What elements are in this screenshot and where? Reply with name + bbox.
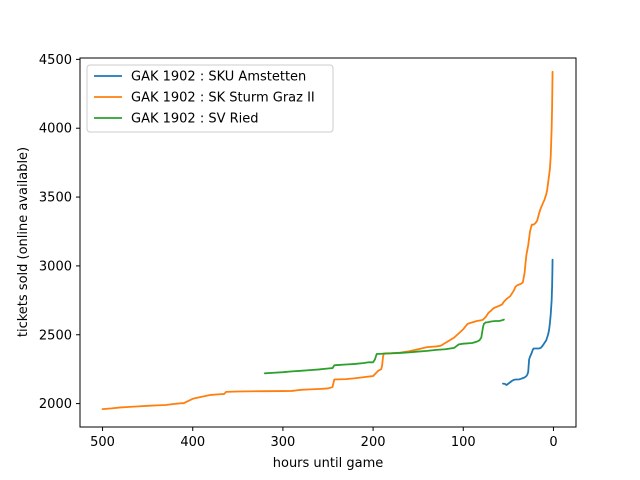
y-axis-label: tickets sold (online available): [16, 147, 31, 337]
legend-label-3: GAK 1902 : SV Ried: [131, 112, 259, 127]
y-tick-label: 3500: [39, 191, 72, 206]
series-line-1: [502, 258, 554, 386]
y-tick-label: 4000: [39, 122, 72, 137]
x-tick-label: 100: [451, 435, 476, 450]
series-line-3: [263, 318, 505, 375]
x-tick-label: 500: [90, 435, 115, 450]
x-tick-label: 0: [549, 435, 557, 450]
series-layer: [101, 70, 554, 411]
x-axis-ticks: 500 400 300 200 100 0: [90, 427, 558, 450]
y-axis-ticks: 2000 2500 3000 3500 4000 4500: [39, 53, 80, 412]
y-tick-label: 2500: [39, 328, 72, 343]
x-tick-label: 400: [180, 435, 205, 450]
legend: GAK 1902 : SKU Amstetten GAK 1902 : SK St…: [86, 64, 334, 133]
legend-label-2: GAK 1902 : SK Sturm Graz II: [131, 91, 315, 106]
x-tick-label: 200: [361, 435, 386, 450]
x-axis-label: hours until game: [273, 456, 384, 471]
legend-label-1: GAK 1902 : SKU Amstetten: [131, 70, 306, 85]
legend-box: [86, 64, 334, 133]
series-line-2: [101, 70, 554, 411]
x-tick-label: 300: [270, 435, 295, 450]
y-tick-label: 2000: [39, 397, 72, 412]
y-tick-label: 3000: [39, 259, 72, 274]
plot-frame: [79, 57, 577, 428]
y-tick-label: 4500: [39, 53, 72, 68]
